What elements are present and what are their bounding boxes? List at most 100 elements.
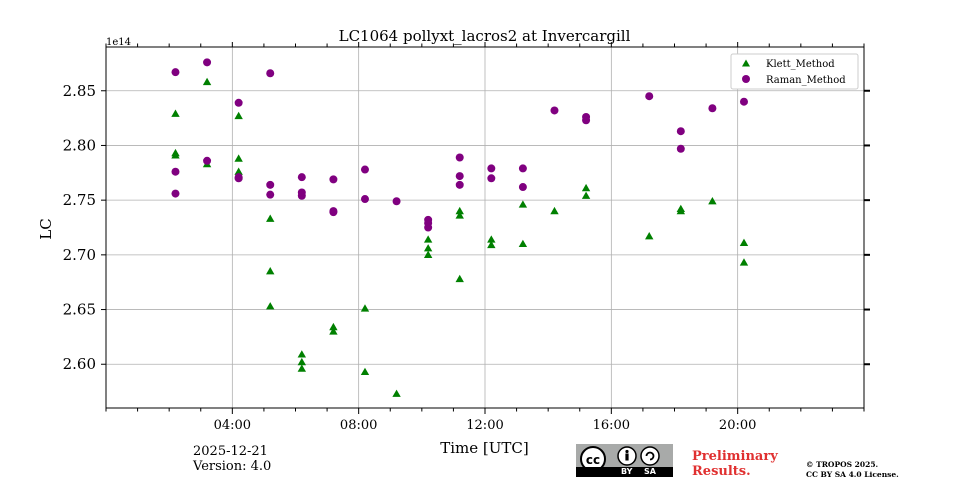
cc-text: cc [586, 453, 600, 467]
data-points [171, 58, 749, 397]
y-tick-label: 2.85 [63, 82, 96, 100]
x-tick-label: 12:00 [466, 418, 503, 433]
klett-point [581, 191, 591, 199]
footer-info: 2025-12-21 Version: 4.0 [193, 444, 271, 474]
x-tick-label: 04:00 [214, 418, 251, 433]
raman-point [424, 223, 433, 232]
raman-point [676, 144, 685, 153]
preliminary-line-1: Preliminary [692, 449, 778, 464]
legend-klett-marker [742, 59, 750, 67]
klett-point [234, 167, 243, 175]
raman-point [266, 69, 275, 78]
x-tick-label: 16:00 [593, 418, 630, 433]
copyright-line-1: © TROPOS 2025. [806, 460, 879, 469]
klett-point [518, 239, 528, 248]
raman-point [234, 174, 243, 183]
footer-date: 2025-12-21 [193, 444, 268, 459]
cc-sa-label: SA [644, 467, 656, 476]
raman-point [171, 68, 180, 77]
raman-point [297, 191, 306, 200]
klett-point [455, 206, 464, 215]
klett-point [297, 350, 307, 358]
raman-point [392, 197, 401, 206]
raman-point [266, 180, 275, 189]
raman-point [550, 106, 559, 115]
klett-point [487, 240, 496, 249]
raman-point [487, 164, 496, 173]
grid-lines [106, 47, 864, 408]
klett-point [266, 302, 275, 310]
x-tick-label: 20:00 [719, 418, 756, 433]
raman-point [518, 164, 527, 173]
klett-point [487, 235, 496, 243]
klett-point [423, 250, 433, 258]
axis-ticks: 04:00 08:00 12:00 16:00 20:00 2.60 2.65 2.70 2.7… [63, 42, 870, 433]
raman-point [234, 98, 243, 107]
raman-point [487, 174, 496, 183]
cc-logo-icon [580, 446, 660, 472]
copyright-notice: © TROPOS 2025. CC BY SA 4.0 License. [806, 460, 899, 480]
klett-point [518, 200, 528, 208]
klett-point [392, 389, 401, 397]
klett-point [455, 274, 464, 283]
klett-point [266, 267, 275, 275]
chart-title: LC1064 pollyxt_lacros2 at Invercargill [339, 27, 631, 45]
klett-point [171, 109, 180, 117]
raman-point [329, 175, 338, 184]
raman-point [171, 167, 180, 176]
cc-license-badge: cc BY SA [576, 444, 673, 477]
klett-point [676, 206, 686, 215]
legend-box [730, 53, 859, 90]
raman-point [360, 165, 369, 174]
raman-point [203, 58, 212, 67]
y-axis-label: LC [37, 218, 55, 239]
svg-text:cc: cc [586, 453, 600, 467]
klett-point [297, 357, 307, 366]
raman-point [266, 190, 275, 199]
raman-point [708, 104, 717, 113]
raman-point [297, 173, 306, 182]
klett-point [234, 154, 243, 162]
klett-point [297, 364, 307, 372]
klett-point [266, 214, 275, 222]
raman-point [582, 116, 591, 125]
klett-point [581, 183, 591, 192]
klett-point [455, 211, 464, 219]
cc-badge-bar [576, 467, 673, 477]
klett-point [329, 327, 338, 335]
raman-point [360, 195, 369, 204]
x-tick-label: 08:00 [340, 418, 377, 433]
y-tick-label: 2.60 [63, 355, 96, 373]
raman-point [739, 97, 748, 106]
klett-point [360, 304, 370, 312]
preliminary-notice: Preliminary Results. [692, 449, 778, 479]
raman-point [676, 127, 685, 136]
legend-raman-marker [742, 75, 750, 83]
klett-point [645, 232, 654, 240]
legend-raman-label: Raman_Method [766, 75, 846, 86]
raman-point [518, 183, 527, 192]
klett-point [329, 322, 338, 331]
raman-point [329, 208, 338, 217]
footer-version: Version: 4.0 [193, 459, 272, 474]
raman-point [455, 180, 464, 189]
y-tick-label: 2.80 [63, 136, 96, 154]
y-tick-label: 2.65 [63, 301, 96, 319]
copyright-line-2: CC BY SA 4.0 License. [806, 470, 899, 479]
x-axis-label: Time [UTC] [440, 439, 529, 457]
raman-point [455, 172, 464, 181]
klett-point [423, 244, 433, 252]
y-tick-label: 2.75 [63, 191, 96, 209]
y-axis-offset-label: 1e14 [106, 37, 131, 48]
cc-by-label: BY [621, 467, 633, 476]
raman-point [171, 189, 180, 198]
klett-point [423, 235, 433, 243]
klett-point [739, 238, 749, 246]
y-tick-label: 2.70 [63, 246, 96, 264]
raman-point [203, 156, 212, 165]
klett-point [234, 111, 243, 120]
preliminary-line-2: Results. [692, 464, 751, 479]
klett-point [202, 77, 212, 86]
raman-point [645, 92, 654, 101]
